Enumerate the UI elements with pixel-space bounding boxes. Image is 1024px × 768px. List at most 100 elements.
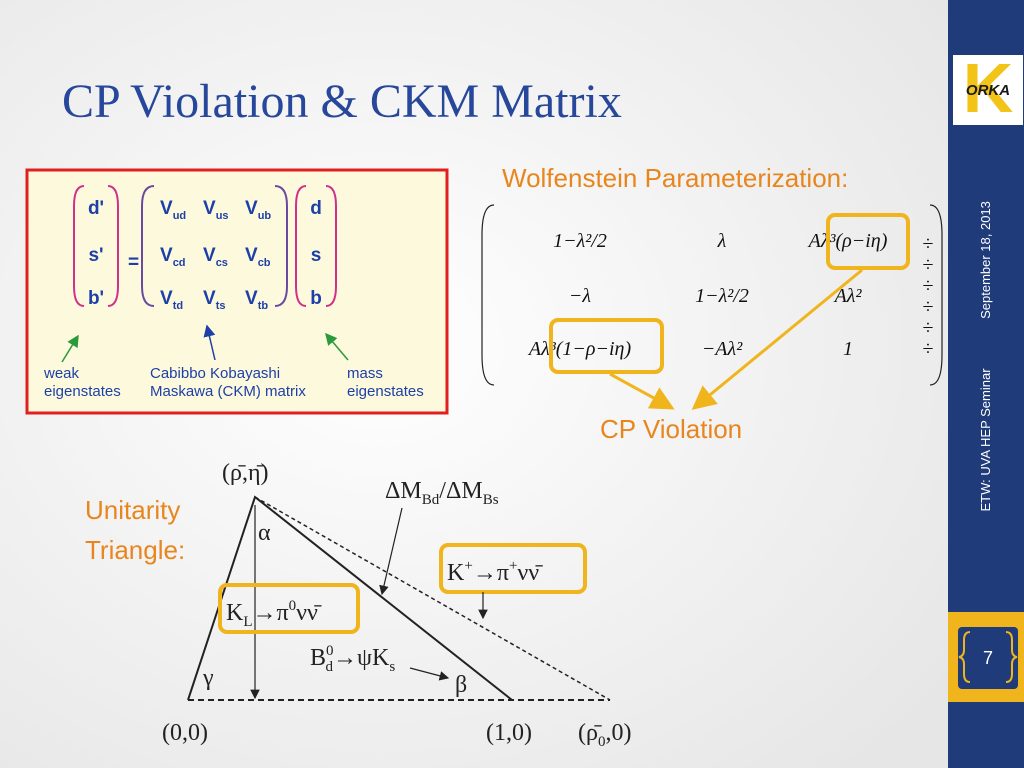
ckm-element-sub: us	[216, 210, 229, 222]
ckm-label: Maskawa (CKM) matrix	[150, 383, 306, 400]
ckm-element-sub: ts	[216, 300, 226, 312]
ckm-element: Vtb	[245, 288, 268, 312]
wolfenstein-element: −λ	[569, 285, 591, 307]
side-mark: ÷	[923, 275, 934, 297]
dashed-side	[254, 496, 611, 701]
rho0-part: 0	[598, 734, 606, 750]
highlight-box	[826, 213, 910, 270]
ckm-element: Vcb	[245, 245, 271, 269]
page-box	[958, 627, 1018, 689]
ckm-element-sub: td	[173, 300, 183, 312]
dm-part: Bs	[483, 492, 499, 508]
ckm-element-main: V	[203, 245, 216, 266]
logo-box	[953, 55, 1023, 125]
ckm-box	[25, 168, 449, 415]
wolfenstein-element: Aλ³(ρ−iη)	[807, 230, 888, 252]
bpsik-arrow	[409, 667, 450, 681]
right-vector-entry: s	[311, 245, 322, 266]
ckm-element-main: V	[203, 288, 216, 309]
kplus-part: νν̄	[517, 560, 543, 586]
one-label: (1,0)	[486, 720, 532, 746]
ckm-element-sub: cs	[216, 257, 228, 269]
bpsik-part: B	[310, 645, 326, 671]
ckm-element-main: V	[203, 198, 216, 219]
bpsik-part: d	[326, 659, 334, 675]
ckm-element-sub: cd	[173, 257, 186, 269]
wolfenstein-heading: Wolfenstein Parameterization:	[502, 163, 848, 193]
ckm-element-sub: cb	[258, 257, 271, 269]
mass-label: eigenstates	[347, 383, 424, 400]
ckm-element-main: V	[245, 198, 258, 219]
ckm-element-main: V	[160, 245, 173, 266]
beta: β	[455, 672, 467, 698]
klong-part: νν̄	[296, 600, 322, 626]
ckm-element-sub: ud	[173, 210, 186, 222]
dm-arrow	[379, 507, 403, 596]
side-mark: ÷	[923, 338, 934, 360]
klong-label: KL→π0νν̄	[226, 598, 322, 630]
left-parens	[73, 185, 119, 307]
kplus-label: K+→π+νν̄	[447, 558, 543, 586]
ckm-label: Cabibbo Kobayashi	[150, 365, 280, 382]
wolfenstein-element: Aλ²	[833, 285, 863, 307]
dm-part: Bd	[422, 492, 440, 508]
dm-part: /ΔM	[439, 478, 482, 504]
bpsik-label: B0 d→ψKs	[310, 643, 395, 675]
right-vector-entry: b	[310, 288, 322, 309]
wolfenstein-element: 1−λ²/2	[695, 285, 749, 307]
ckm-element-sub: tb	[258, 300, 269, 312]
wolfenstein-element: 1−λ²/2	[553, 230, 607, 252]
rho0-part: (ρ̄	[578, 720, 602, 746]
ckm-element: Vcd	[160, 245, 186, 269]
klong-part: K	[226, 600, 244, 626]
wolfenstein-element: Aλ³(1−ρ−iη)	[527, 338, 632, 360]
cp-arrow	[691, 268, 863, 410]
mass-label: mass	[347, 365, 383, 382]
equals: =	[128, 252, 139, 273]
ckm-element: Vts	[203, 288, 225, 312]
title: CP Violation & CKM Matrix	[62, 75, 622, 128]
weak-arrow	[61, 334, 79, 363]
kplus-part: K	[447, 560, 465, 586]
cp-violation: CP Violation	[600, 414, 742, 444]
dm-part: ΔM	[385, 478, 422, 504]
highlight-box	[218, 583, 360, 634]
triangle: (ρ̄,η̄) α γ β (0,0) (1,0) (ρ̄0,0) ΔMBd/Δ…	[162, 460, 631, 750]
left-vector-entry: d'	[88, 198, 104, 219]
dm-label: ΔMBd/ΔMBs	[385, 478, 499, 508]
wolfenstein-element: λ	[717, 230, 727, 252]
klong-part: L	[243, 614, 252, 630]
ckm-element: Vud	[160, 198, 186, 222]
apex-label: (ρ̄,η̄)	[222, 460, 269, 486]
highlight-box	[439, 543, 587, 594]
unitarity-label: Triangle:	[85, 535, 185, 565]
logo-letter: K	[963, 49, 1014, 127]
ckm-arrow	[203, 324, 216, 361]
ckm-element: Vcs	[203, 245, 228, 269]
klong-part: →π	[253, 600, 289, 626]
side-mark: ÷	[923, 233, 934, 255]
bpsik-part: 0	[326, 643, 334, 659]
right-parens	[295, 185, 337, 307]
ckm-element-sub: ub	[258, 210, 272, 222]
ckm-element-main: V	[160, 288, 173, 309]
highlight-box	[549, 318, 664, 374]
ckm-element: Vtd	[160, 288, 183, 312]
unitarity-label: Unitarity	[85, 495, 180, 525]
klong-part: 0	[289, 598, 297, 614]
kplus-part: →π	[473, 560, 509, 586]
mass-arrow	[325, 332, 349, 361]
rho0-part: ,0)	[605, 720, 631, 746]
side-mark: ÷	[923, 317, 934, 339]
bpsik-part: →ψK	[333, 645, 390, 671]
event: ETW: UVA HEP Seminar	[978, 368, 993, 512]
ckm-element: Vub	[245, 198, 271, 222]
kplus-part: +	[464, 558, 472, 574]
left-vector-entry: s'	[88, 245, 103, 266]
side-mark: ÷	[923, 296, 934, 318]
cp-arrow	[609, 372, 675, 410]
right-vector-entry: d	[310, 198, 322, 219]
origin-label: (0,0)	[162, 720, 208, 746]
side-mark: ÷	[923, 254, 934, 276]
wolfenstein-element: 1	[843, 338, 853, 360]
